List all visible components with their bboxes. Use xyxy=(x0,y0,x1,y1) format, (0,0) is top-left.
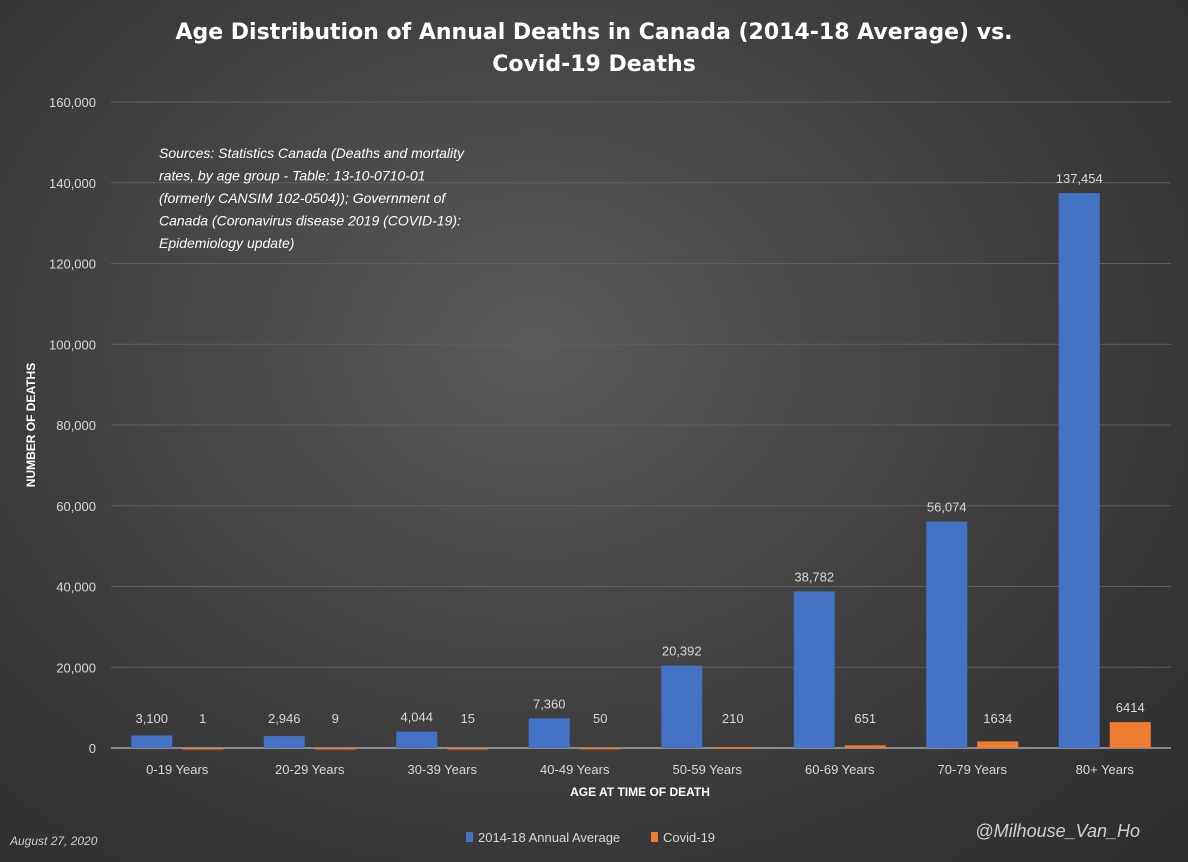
bar-average xyxy=(528,718,570,748)
data-label-covid: 1 xyxy=(199,711,206,726)
data-label-average: 2,946 xyxy=(268,711,301,726)
source-annotation-line: Canada (Coronavirus disease 2019 (COVID-… xyxy=(159,213,461,229)
data-label-average: 3,100 xyxy=(135,711,168,726)
x-tick-label: 0-19 Years xyxy=(146,762,209,777)
data-label-covid: 15 xyxy=(461,711,475,726)
bar-average xyxy=(661,665,703,748)
y-tick-label: 140,000 xyxy=(49,176,96,191)
chart-title-line-2: Covid-19 Deaths xyxy=(492,52,696,77)
source-annotation-line: Sources: Statistics Canada (Deaths and m… xyxy=(159,145,465,161)
data-label-covid: 9 xyxy=(332,711,339,726)
y-tick-label: 80,000 xyxy=(56,418,96,433)
bar-average xyxy=(396,731,438,748)
bar-covid xyxy=(314,747,356,750)
x-tick-label: 40-49 Years xyxy=(540,762,610,777)
source-annotation-line: rates, by age group - Table: 13-10-0710-… xyxy=(159,168,425,184)
data-label-average: 7,360 xyxy=(533,696,566,711)
bar-covid xyxy=(182,747,224,750)
y-tick-label: 40,000 xyxy=(56,580,96,595)
bar-average xyxy=(926,521,968,748)
x-tick-label: 50-59 Years xyxy=(673,762,743,777)
data-label-average: 56,074 xyxy=(927,500,967,515)
legend: 2014-18 Annual Average Covid-19 xyxy=(466,830,715,845)
bar-covid xyxy=(844,745,886,748)
x-axis-label: AGE AT TIME OF DEATH xyxy=(570,785,710,799)
date-label: August 27, 2020 xyxy=(9,834,98,848)
bar-covid xyxy=(447,747,489,750)
legend-label-covid: Covid-19 xyxy=(663,830,715,845)
bar-covid xyxy=(579,747,621,750)
y-tick-label: 100,000 xyxy=(49,337,96,352)
source-annotation-line: (formerly CANSIM 102-0504)); Government … xyxy=(159,190,447,206)
author-handle: @Milhouse_Van_Ho xyxy=(975,821,1140,841)
data-label-average: 4,044 xyxy=(400,710,433,725)
y-tick-label: 120,000 xyxy=(49,257,96,272)
data-label-covid: 210 xyxy=(722,711,744,726)
x-tick-label: 80+ Years xyxy=(1076,762,1135,777)
data-label-average: 38,782 xyxy=(794,569,834,584)
x-tick-label: 60-69 Years xyxy=(805,762,875,777)
x-tick-label: 30-39 Years xyxy=(408,762,478,777)
y-tick-label: 60,000 xyxy=(56,499,96,514)
legend-swatch-covid xyxy=(651,832,658,842)
bar-covid xyxy=(977,741,1019,748)
bar-average xyxy=(131,735,173,748)
bar-average xyxy=(793,591,835,748)
y-tick-label: 160,000 xyxy=(49,95,96,110)
data-label-average: 20,392 xyxy=(662,644,702,659)
data-label-average: 137,454 xyxy=(1056,171,1103,186)
y-tick-label: 0 xyxy=(89,741,96,756)
legend-label-average: 2014-18 Annual Average xyxy=(478,830,620,845)
data-label-covid: 50 xyxy=(593,711,607,726)
bar-average xyxy=(1058,193,1100,748)
data-label-covid: 1634 xyxy=(983,711,1012,726)
bar-covid xyxy=(1109,722,1151,748)
legend-swatch-average xyxy=(466,832,473,842)
y-tick-label: 20,000 xyxy=(56,660,96,675)
chart-title-line-1: Age Distribution of Annual Deaths in Can… xyxy=(175,20,1012,45)
bar-average xyxy=(263,736,305,748)
x-tick-label: 70-79 Years xyxy=(938,762,1008,777)
x-tick-label: 20-29 Years xyxy=(275,762,345,777)
bar-covid xyxy=(712,747,754,749)
data-label-covid: 6414 xyxy=(1116,700,1145,715)
y-axis-label: NUMBER OF DEATHS xyxy=(24,363,38,487)
source-annotation-line: Epidemiology update) xyxy=(159,235,294,251)
data-label-covid: 651 xyxy=(854,711,876,726)
